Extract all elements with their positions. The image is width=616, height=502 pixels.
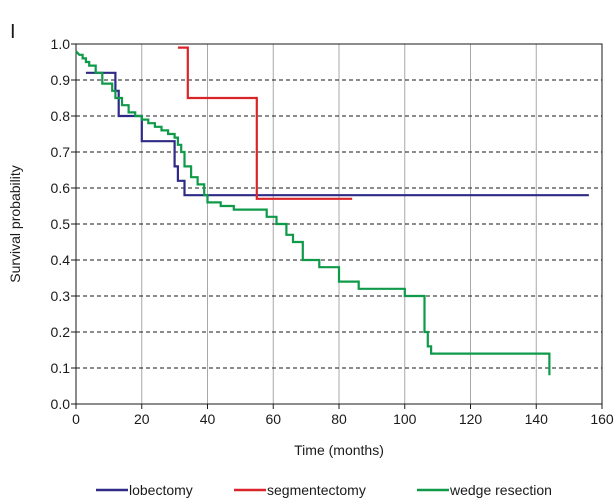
grid — [76, 44, 602, 404]
y-tick-label: 0.5 — [51, 216, 71, 232]
x-tick-label: 120 — [459, 411, 483, 427]
y-tick-label: 1.0 — [51, 36, 71, 52]
x-tick-label: 80 — [331, 411, 347, 427]
y-tick-label: 0.1 — [51, 360, 71, 376]
y-tick-label: 0.7 — [51, 144, 71, 160]
x-axis-title: Time (months) — [294, 442, 384, 458]
x-tick-label: 140 — [525, 411, 549, 427]
series-line-segmentectomy — [177, 46, 353, 200]
y-tick-label: 0.2 — [51, 324, 71, 340]
x-tick-label: 20 — [134, 411, 150, 427]
y-tick-label: 0.4 — [51, 252, 71, 268]
y-axis-title: Survival probability — [7, 165, 23, 283]
axis-ticks: 0 20 40 60 80 100 120 140 160 0.0 0.1 0.2 0.3 0.4 0.5 0… — [51, 36, 614, 427]
x-tick-label: 160 — [590, 411, 614, 427]
legend-label: wedge resection — [449, 482, 552, 498]
y-tick-label: 0.6 — [51, 180, 71, 196]
x-tick-label: 60 — [265, 411, 281, 427]
x-tick-label: 0 — [72, 411, 80, 427]
y-tick-label: 0.0 — [51, 396, 71, 412]
legend-label: segmentectomy — [267, 482, 366, 498]
y-tick-label: 0.3 — [51, 288, 71, 304]
x-tick-label: 40 — [200, 411, 216, 427]
series-line-wedge-resection — [75, 50, 551, 376]
legend: lobectomy segmentectomy wedge resection — [96, 482, 552, 498]
y-tick-label: 0.8 — [51, 108, 71, 124]
x-tick-label: 100 — [393, 411, 417, 427]
legend-label: lobectomy — [129, 482, 193, 498]
series-line-lobectomy — [85, 71, 589, 197]
panel-label: I — [10, 21, 16, 43]
series-lines — [75, 46, 589, 376]
y-tick-label: 0.9 — [51, 72, 71, 88]
